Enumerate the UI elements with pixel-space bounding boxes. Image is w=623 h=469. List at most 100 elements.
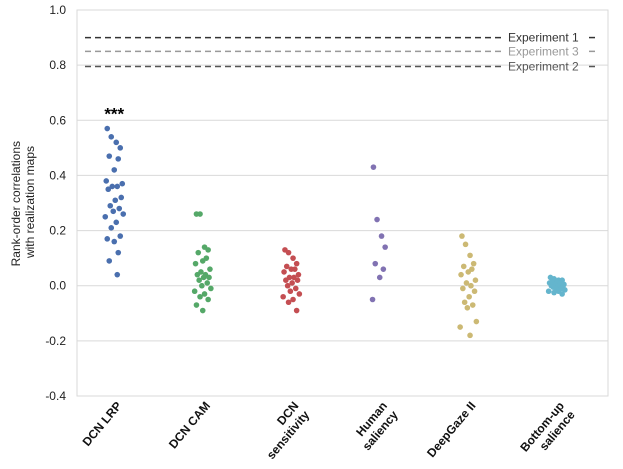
data-point: [292, 285, 299, 292]
data-point: [106, 258, 113, 264]
data-point: [471, 288, 478, 295]
x-category-label-line: DCN CAM: [166, 399, 213, 451]
data-point: [374, 216, 380, 223]
data-point: [378, 233, 385, 239]
data-point: [283, 263, 290, 270]
data-point: [458, 271, 464, 278]
data-point: [197, 211, 203, 217]
data-point: [192, 260, 199, 267]
data-point: [460, 263, 467, 270]
data-point: [197, 293, 203, 300]
data-point: [117, 233, 124, 239]
data-point: [204, 280, 211, 286]
data-point: [293, 260, 300, 267]
data-point: [104, 125, 111, 132]
data-point: [293, 307, 300, 314]
significance-marker: ***: [104, 105, 124, 124]
data-point: [196, 277, 202, 284]
data-point: [113, 139, 120, 146]
data-point: [205, 296, 211, 303]
x-category-label: Humansaliency: [349, 399, 401, 454]
data-point: [285, 249, 292, 256]
data-point: [201, 291, 208, 297]
data-point: [119, 180, 126, 187]
data-point: [118, 194, 125, 201]
data-point: [191, 288, 198, 295]
data-point: [284, 282, 291, 289]
data-point: [289, 280, 295, 286]
x-category-label: Bottom-upsalience: [517, 399, 578, 464]
data-point: [463, 280, 470, 286]
x-category-label-line: DeepGaze II: [424, 399, 478, 460]
data-point: [108, 134, 115, 140]
data-point: [102, 213, 109, 220]
data-point: [562, 287, 568, 293]
reference-line-label: Experiment 3: [508, 44, 579, 58]
data-point: [115, 249, 122, 256]
data-point: [113, 219, 120, 226]
data-point: [382, 244, 388, 250]
data-point: [469, 302, 476, 308]
data-point: [559, 291, 565, 297]
data-point: [462, 241, 469, 248]
y-tick-label: 0.0: [49, 279, 66, 293]
y-tick-label: -0.2: [45, 334, 66, 348]
data-point: [281, 269, 287, 275]
data-point: [199, 307, 206, 314]
data-point: [104, 236, 111, 242]
data-point: [205, 247, 211, 253]
data-point: [108, 225, 115, 231]
data-point: [290, 255, 296, 261]
data-point: [467, 332, 473, 339]
y-axis-label-line-1: Rank-order correlations: [9, 141, 23, 266]
data-point: [285, 299, 292, 306]
y-tick-label: -0.4: [45, 389, 66, 403]
data-point: [380, 266, 387, 272]
data-point: [461, 299, 468, 306]
y-tick-label: 0.2: [49, 224, 66, 238]
data-point: [468, 282, 474, 289]
data-point: [457, 324, 463, 330]
data-point: [459, 233, 465, 239]
data-point: [194, 271, 201, 278]
data-point: [107, 202, 114, 209]
data-point: [106, 153, 113, 159]
y-axis-label: Rank-order correlations with realization…: [9, 138, 37, 267]
data-point: [114, 183, 121, 190]
data-point: [110, 208, 117, 215]
data-point: [120, 211, 127, 217]
data-point: [283, 277, 289, 284]
data-point: [111, 238, 118, 245]
data-point: [465, 269, 472, 275]
data-point: [473, 318, 480, 325]
data-point: [294, 277, 301, 284]
data-point: [105, 186, 112, 193]
data-point: [464, 304, 471, 311]
data-point: [290, 296, 296, 303]
y-tick-label: 1.0: [49, 3, 66, 17]
data-point: [376, 274, 383, 281]
data-point: [117, 145, 124, 151]
data-point: [115, 156, 122, 162]
y-tick-labels: -0.4 -0.2 0.0 0.2 0.4 0.6 0.8 1.0: [45, 3, 66, 403]
data-point: [193, 302, 200, 308]
x-category-labels: DCN LRP DCN CAM DCNsensitivity Humansalienc…: [80, 399, 578, 464]
data-point: [466, 293, 472, 300]
y-tick-label: 0.4: [49, 168, 66, 182]
y-tick-label: 0.6: [49, 113, 66, 127]
x-category-label: DCN LRP: [80, 399, 125, 449]
data-points: ***: [102, 105, 568, 339]
reference-line-label: Experiment 1: [508, 31, 579, 45]
data-point: [287, 288, 294, 295]
data-point: [199, 282, 205, 289]
data-point: [199, 258, 206, 264]
data-point: [109, 183, 116, 190]
y-tick-label: 0.8: [49, 58, 66, 72]
data-point: [545, 288, 552, 295]
data-point: [200, 274, 207, 281]
data-point: [195, 249, 202, 256]
data-point: [460, 285, 466, 292]
data-point: [470, 260, 477, 267]
